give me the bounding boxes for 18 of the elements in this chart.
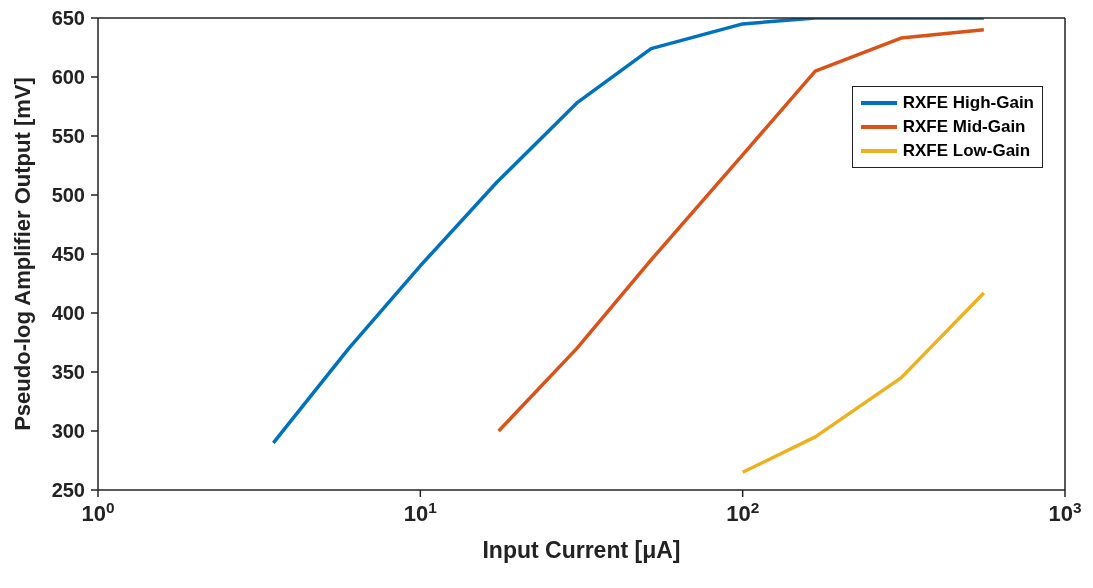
y-tick-label: 600 [51,66,85,88]
legend-label: RXFE Low-Gain [902,140,1031,162]
y-tick-label: 350 [51,361,85,383]
x-tick-label: 10$^{0}$ [81,498,115,526]
y-tick-label: 400 [51,302,85,324]
x-tick-label: 10$^{3}$ [1048,498,1082,526]
x-axis-title: Input Current [μA] [482,537,681,563]
legend-label: RXFE High-Gain [902,92,1034,114]
y-tick-label: 550 [51,125,85,147]
y-tick-label: 300 [51,420,85,442]
y-tick-label: 500 [51,184,85,206]
y-tick-label: 250 [51,479,85,501]
x-tick-label: 10$^{2}$ [726,498,760,526]
y-tick-label: 650 [51,7,85,29]
legend-label: RXFE Mid-Gain [902,116,1026,138]
x-tick-label: 10$^{1}$ [403,498,438,526]
y-axis-title: Pseudo-log Amplifier Output [mV] [10,77,35,431]
y-tick-label: 450 [51,243,85,265]
